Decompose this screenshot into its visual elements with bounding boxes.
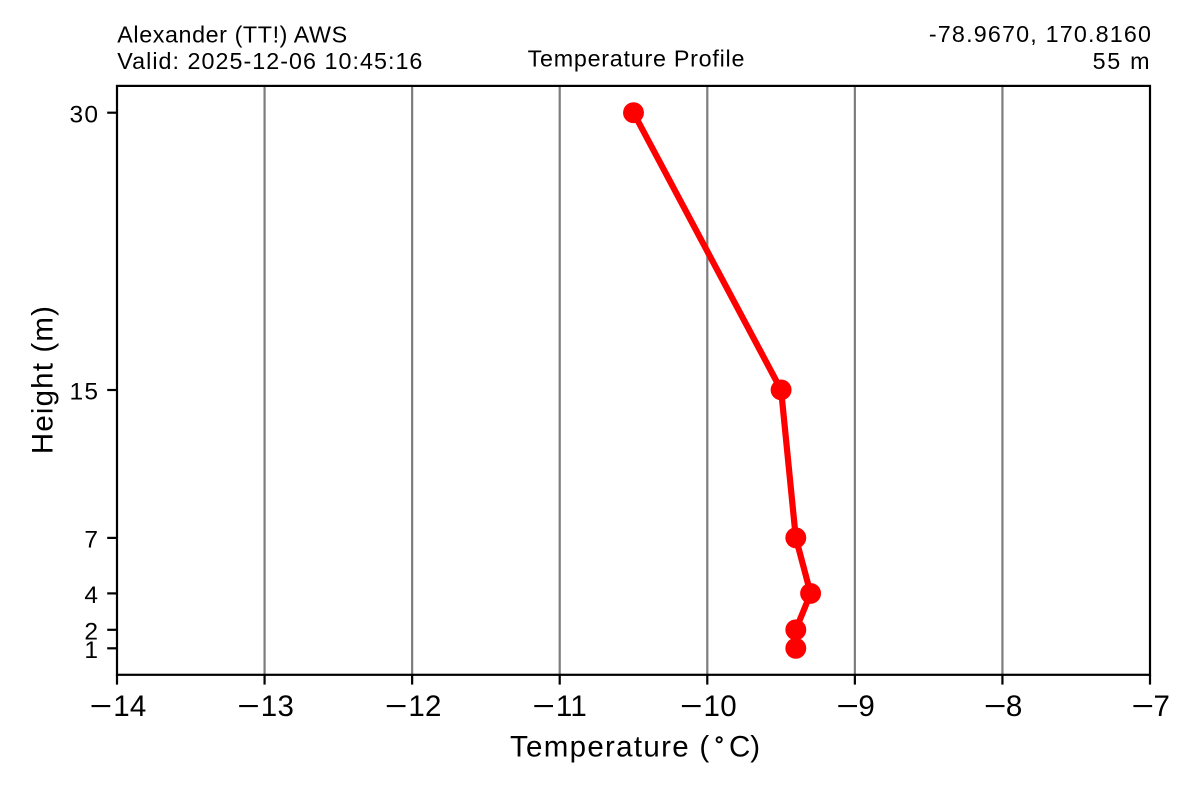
svg-text:−10: −10 (680, 690, 737, 723)
svg-text:-78.9670, 170.8160: -78.9670, 170.8160 (929, 21, 1152, 47)
svg-text:7: 7 (84, 527, 98, 554)
svg-text:4: 4 (84, 582, 98, 609)
svg-text:−12: −12 (385, 690, 442, 723)
svg-text:30: 30 (70, 101, 98, 128)
svg-text:Height (m): Height (m) (27, 305, 60, 454)
svg-text:15: 15 (70, 379, 98, 406)
svg-text:−14: −14 (90, 690, 147, 723)
svg-text:−11: −11 (532, 690, 586, 723)
svg-text:−8: −8 (984, 690, 1022, 723)
svg-text:Valid: 2025-12-06 10:45:16: Valid: 2025-12-06 10:45:16 (117, 48, 423, 74)
svg-text:Temperature (: Temperature ( (510, 730, 711, 763)
svg-text:−13: −13 (237, 690, 294, 723)
svg-text:1: 1 (84, 637, 98, 664)
svg-text:−7: −7 (1132, 690, 1170, 723)
svg-text:C): C) (729, 730, 760, 763)
svg-text:−9: −9 (836, 690, 874, 723)
svg-text:2: 2 (84, 618, 98, 645)
svg-text:Alexander (TT!) AWS: Alexander (TT!) AWS (117, 21, 347, 47)
svg-text:55 m: 55 m (1093, 48, 1152, 74)
svg-text:Temperature Profile: Temperature Profile (528, 46, 746, 72)
